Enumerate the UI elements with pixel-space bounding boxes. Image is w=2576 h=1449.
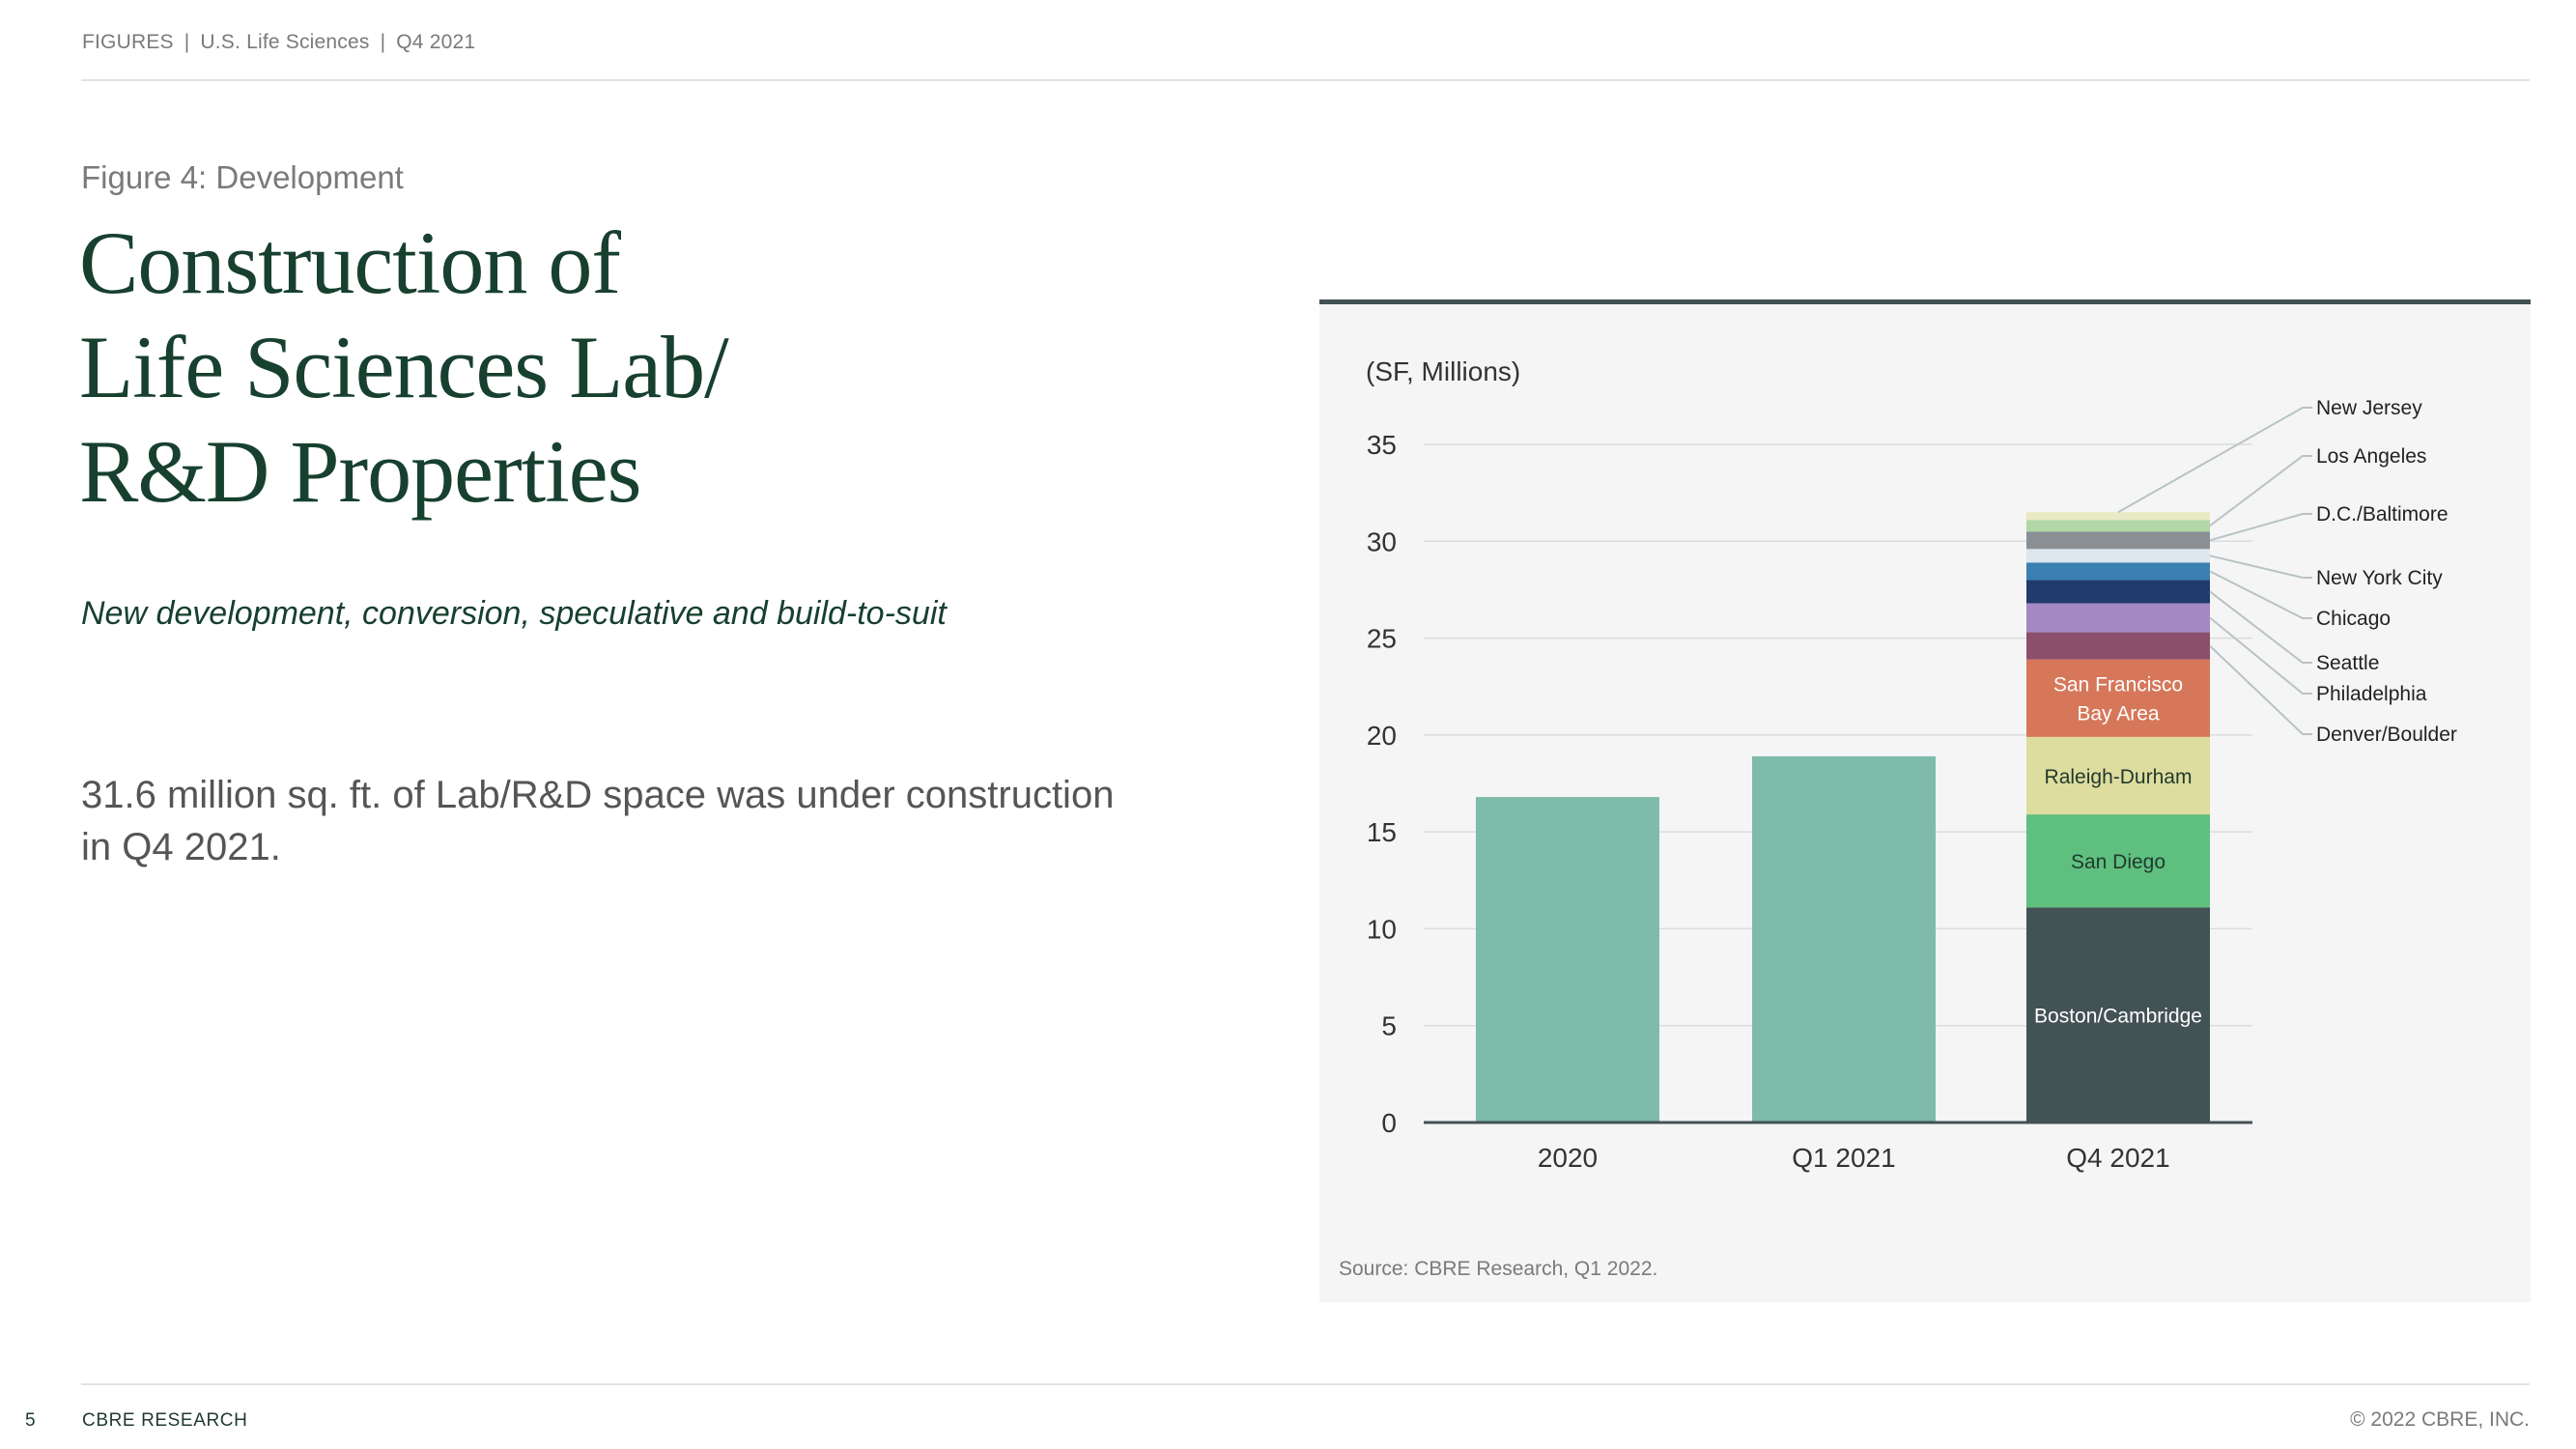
body-text: 31.6 million sq. ft. of Lab/R&D space wa…	[81, 774, 1115, 868]
leader-line	[2209, 616, 2312, 695]
callout-label: Los Angeles	[2316, 445, 2426, 468]
stack-segment	[2026, 659, 2210, 737]
callout-label: Chicago	[2316, 608, 2391, 630]
y-tick-label: 10	[1367, 914, 1397, 944]
y-tick-label: 35	[1367, 430, 1397, 460]
x-tick-label: 2020	[1538, 1143, 1598, 1173]
title-line: R&D Properties	[79, 422, 641, 521]
callout-label: New York City	[2316, 567, 2443, 589]
title-line: Life Sciences Lab/	[79, 318, 729, 416]
leader-line	[2209, 455, 2312, 527]
stack-segment	[2026, 549, 2210, 563]
breadcrumb-separator: |	[184, 31, 190, 53]
stack-segment	[2026, 580, 2210, 604]
leader-line	[2209, 590, 2312, 664]
leader-line	[2209, 570, 2312, 619]
y-tick-label: 30	[1367, 526, 1397, 556]
stack-segment	[2026, 520, 2210, 532]
bar-q1-2021	[1752, 755, 1936, 1122]
callout-label: D.C./Baltimore	[2316, 503, 2449, 526]
y-tick-label: 25	[1367, 624, 1397, 654]
y-tick-label: 0	[1381, 1108, 1397, 1138]
leader-line	[2117, 407, 2312, 514]
leader-line	[2209, 644, 2312, 735]
y-tick-label: 20	[1367, 721, 1397, 751]
unit-label: (SF, Millions)	[1366, 356, 1520, 386]
breadcrumb-item: Q4 2021	[396, 31, 476, 53]
callout-label: Seattle	[2316, 652, 2379, 674]
callout-label: Philadelphia	[2316, 683, 2427, 705]
bar-2020	[1476, 797, 1659, 1122]
title-line: Construction of	[79, 213, 621, 312]
y-tick-label: 15	[1367, 817, 1397, 847]
stack-segment	[2026, 736, 2210, 815]
segment-label: Bay Area	[2077, 703, 2160, 725]
chart-top-rule	[1319, 299, 2531, 304]
page-number: 5	[25, 1410, 36, 1431]
stack-segment	[2026, 603, 2210, 633]
segment-label: San Diego	[2071, 851, 2166, 873]
x-tick-label: Q1 2021	[1792, 1143, 1895, 1173]
y-tick-label: 5	[1381, 1011, 1397, 1041]
breadcrumb: FIGURES | U.S. Life Sciences | Q4 2021	[82, 31, 475, 54]
stack-segment	[2026, 562, 2210, 581]
figure-label: Figure 4: Development	[81, 159, 404, 195]
source-note: Source: CBRE Research, Q1 2022.	[1339, 1258, 1658, 1280]
copyright: © 2022 CBRE, INC.	[2350, 1408, 2530, 1431]
callout-label: New Jersey	[2316, 397, 2422, 419]
footer-divider	[81, 1383, 2530, 1385]
subtitle: New development, conversion, speculative…	[81, 595, 947, 632]
x-tick-label: Q4 2021	[2066, 1143, 2169, 1173]
header-divider	[81, 79, 2530, 81]
breadcrumb-item: FIGURES	[82, 31, 174, 53]
callout-label: Denver/Boulder	[2316, 724, 2457, 746]
stacked-bar-chart: (SF, Millions) 0 5 10 15 20 25 30 35 Boston/Cambr…	[1366, 356, 2457, 1173]
leader-line	[2209, 513, 2312, 542]
breadcrumb-separator: |	[380, 31, 386, 53]
page-title: Construction of Life Sciences Lab/ R&D P…	[79, 211, 729, 524]
breadcrumb-item: U.S. Life Sciences	[200, 31, 370, 53]
stack-segment	[2026, 814, 2210, 908]
stack-segment	[2026, 907, 2210, 1122]
stack-segment	[2026, 632, 2210, 660]
segment-label: Boston/Cambridge	[2034, 1006, 2202, 1028]
stack-segment	[2026, 531, 2210, 550]
segment-label: San Francisco	[2053, 674, 2183, 696]
footer-brand: CBRE RESEARCH	[82, 1410, 248, 1431]
segment-label: Raleigh-Durham	[2045, 766, 2193, 788]
leader-line	[2209, 554, 2312, 579]
stack-segment	[2026, 512, 2210, 521]
